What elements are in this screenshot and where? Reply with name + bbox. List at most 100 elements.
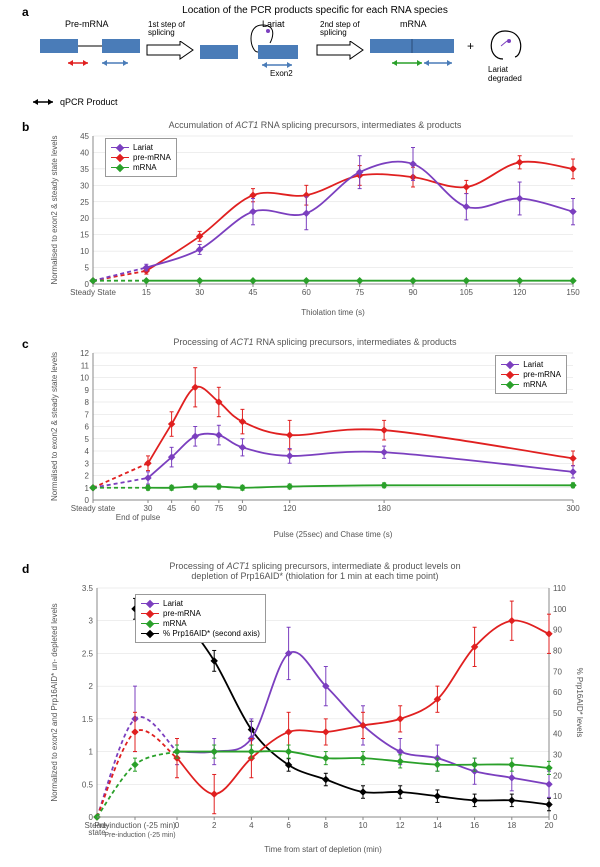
svg-text:60: 60	[553, 688, 562, 697]
step1-text: 1st step of splicing	[148, 20, 185, 37]
plus-label: +	[467, 39, 474, 53]
step2-arrow	[315, 41, 365, 61]
step1-arrow	[145, 41, 195, 61]
diagram-row: Pre-mRNA 1st step of splicing Lariat	[40, 23, 580, 83]
svg-text:90: 90	[409, 288, 418, 297]
svg-text:60: 60	[302, 288, 311, 297]
svg-text:30: 30	[553, 751, 562, 760]
legend-item: Lariat	[501, 360, 561, 369]
qpcr-legend-icon	[30, 97, 56, 107]
svg-text:12: 12	[80, 349, 89, 358]
svg-text:20: 20	[553, 771, 562, 780]
legend-item: Lariat	[111, 143, 171, 152]
legend-text: pre-mRNA	[133, 153, 171, 162]
svg-text:Steady state: Steady state	[71, 504, 116, 513]
svg-text:0: 0	[553, 813, 558, 822]
panel-a: Location of the PCR products specific fo…	[40, 5, 580, 110]
svg-text:Thiolation time (s): Thiolation time (s)	[301, 308, 365, 317]
svg-text:depletion of Prp16AID* (thiola: depletion of Prp16AID* (thiolation for 1…	[191, 571, 438, 581]
legend-item: % Prp16AID* (second axis)	[141, 629, 260, 638]
legend-text: mRNA	[133, 163, 157, 172]
svg-text:40: 40	[80, 148, 89, 157]
svg-text:Processing of ACT1 RNA splicin: Processing of ACT1 RNA splicing precurso…	[173, 337, 457, 347]
svg-text:3: 3	[85, 459, 90, 468]
svg-text:Normalized to exon2 and Prp16A: Normalized to exon2 and Prp16AID* un- de…	[50, 603, 59, 801]
svg-text:10: 10	[80, 374, 89, 383]
svg-text:30: 30	[195, 288, 204, 297]
svg-text:180: 180	[377, 504, 391, 513]
svg-text:10: 10	[80, 247, 89, 256]
svg-text:30: 30	[80, 181, 89, 190]
panel-c-label: c	[22, 337, 29, 351]
svg-text:1.5: 1.5	[82, 715, 94, 724]
svg-text:4: 4	[249, 821, 254, 830]
svg-text:Time from start of depletion (: Time from start of depletion (min)	[264, 845, 382, 854]
legend-item: mRNA	[141, 619, 260, 628]
svg-text:0: 0	[175, 821, 180, 830]
panel-b-label: b	[22, 120, 29, 134]
svg-text:Normalised to exon2 & steady s: Normalised to exon2 & steady state level…	[50, 352, 59, 501]
svg-text:6: 6	[286, 821, 291, 830]
svg-text:35: 35	[80, 165, 89, 174]
svg-text:14: 14	[433, 821, 442, 830]
svg-text:1: 1	[89, 748, 94, 757]
svg-text:80: 80	[553, 646, 562, 655]
chart-d: Processing of ACT1 splicing precursors, …	[45, 560, 585, 855]
legend-text: mRNA	[163, 619, 187, 628]
panel-d-label: d	[22, 562, 29, 576]
svg-text:8: 8	[85, 398, 90, 407]
legend-text: pre-mRNA	[523, 370, 561, 379]
svg-text:2: 2	[89, 682, 94, 691]
svg-text:40: 40	[553, 730, 562, 739]
legend-item: mRNA	[111, 163, 171, 172]
svg-text:105: 105	[460, 288, 474, 297]
svg-text:300: 300	[566, 504, 580, 513]
legend-text: % Prp16AID* (second axis)	[163, 629, 260, 638]
legend-text: Lariat	[133, 143, 153, 152]
legend-item: pre-mRNA	[141, 609, 260, 618]
svg-text:150: 150	[566, 288, 580, 297]
svg-text:8: 8	[324, 821, 329, 830]
svg-text:11: 11	[81, 361, 90, 370]
step1-label: 1st step of splicing	[148, 21, 198, 37]
step2-text: 2nd step of splicing	[320, 20, 360, 37]
svg-text:120: 120	[283, 504, 297, 513]
svg-text:75: 75	[214, 504, 223, 513]
svg-text:3: 3	[89, 617, 94, 626]
svg-text:110: 110	[553, 584, 566, 593]
legend-text: pre-mRNA	[163, 609, 201, 618]
svg-text:0.5: 0.5	[82, 780, 94, 789]
svg-text:Pulse (25sec) and Chase time (: Pulse (25sec) and Chase time (s)	[274, 530, 393, 539]
svg-text:Normalised to exon2 & steady s: Normalised to exon2 & steady state level…	[50, 136, 59, 285]
svg-text:45: 45	[167, 504, 176, 513]
svg-text:25: 25	[80, 198, 89, 207]
premrna-label: Pre-mRNA	[65, 19, 109, 29]
mrna-label: mRNA	[400, 19, 427, 29]
svg-text:% Prp16AID* levels: % Prp16AID* levels	[575, 668, 584, 738]
chart-b: Accumulation of ACT1 RNA splicing precur…	[45, 118, 585, 318]
svg-text:7: 7	[85, 410, 90, 419]
svg-text:5: 5	[85, 264, 90, 273]
svg-text:10: 10	[359, 821, 368, 830]
svg-text:75: 75	[355, 288, 364, 297]
svg-text:End of pulse: End of pulse	[116, 513, 161, 522]
svg-text:5: 5	[85, 435, 90, 444]
panel-a-label: a	[22, 5, 29, 19]
svg-text:Processing of ACT1 splicing pr: Processing of ACT1 splicing precursors, …	[169, 561, 460, 571]
legend-item: pre-mRNA	[111, 153, 171, 162]
svg-text:60: 60	[191, 504, 200, 513]
legend-text: Lariat	[163, 599, 183, 608]
svg-text:6: 6	[85, 423, 90, 432]
svg-text:100: 100	[553, 605, 567, 614]
svg-text:18: 18	[507, 821, 516, 830]
svg-text:10: 10	[553, 792, 562, 801]
legend: Lariatpre-mRNAmRNA% Prp16AID* (second ax…	[135, 594, 266, 643]
svg-text:120: 120	[513, 288, 527, 297]
svg-text:3.5: 3.5	[82, 584, 94, 593]
svg-text:50: 50	[553, 709, 562, 718]
legend-item: mRNA	[501, 380, 561, 389]
mrna-diagram	[370, 33, 465, 83]
step2-label: 2nd step of splicing	[320, 21, 370, 37]
svg-text:Steady State: Steady State	[70, 288, 116, 297]
svg-text:9: 9	[85, 386, 90, 395]
